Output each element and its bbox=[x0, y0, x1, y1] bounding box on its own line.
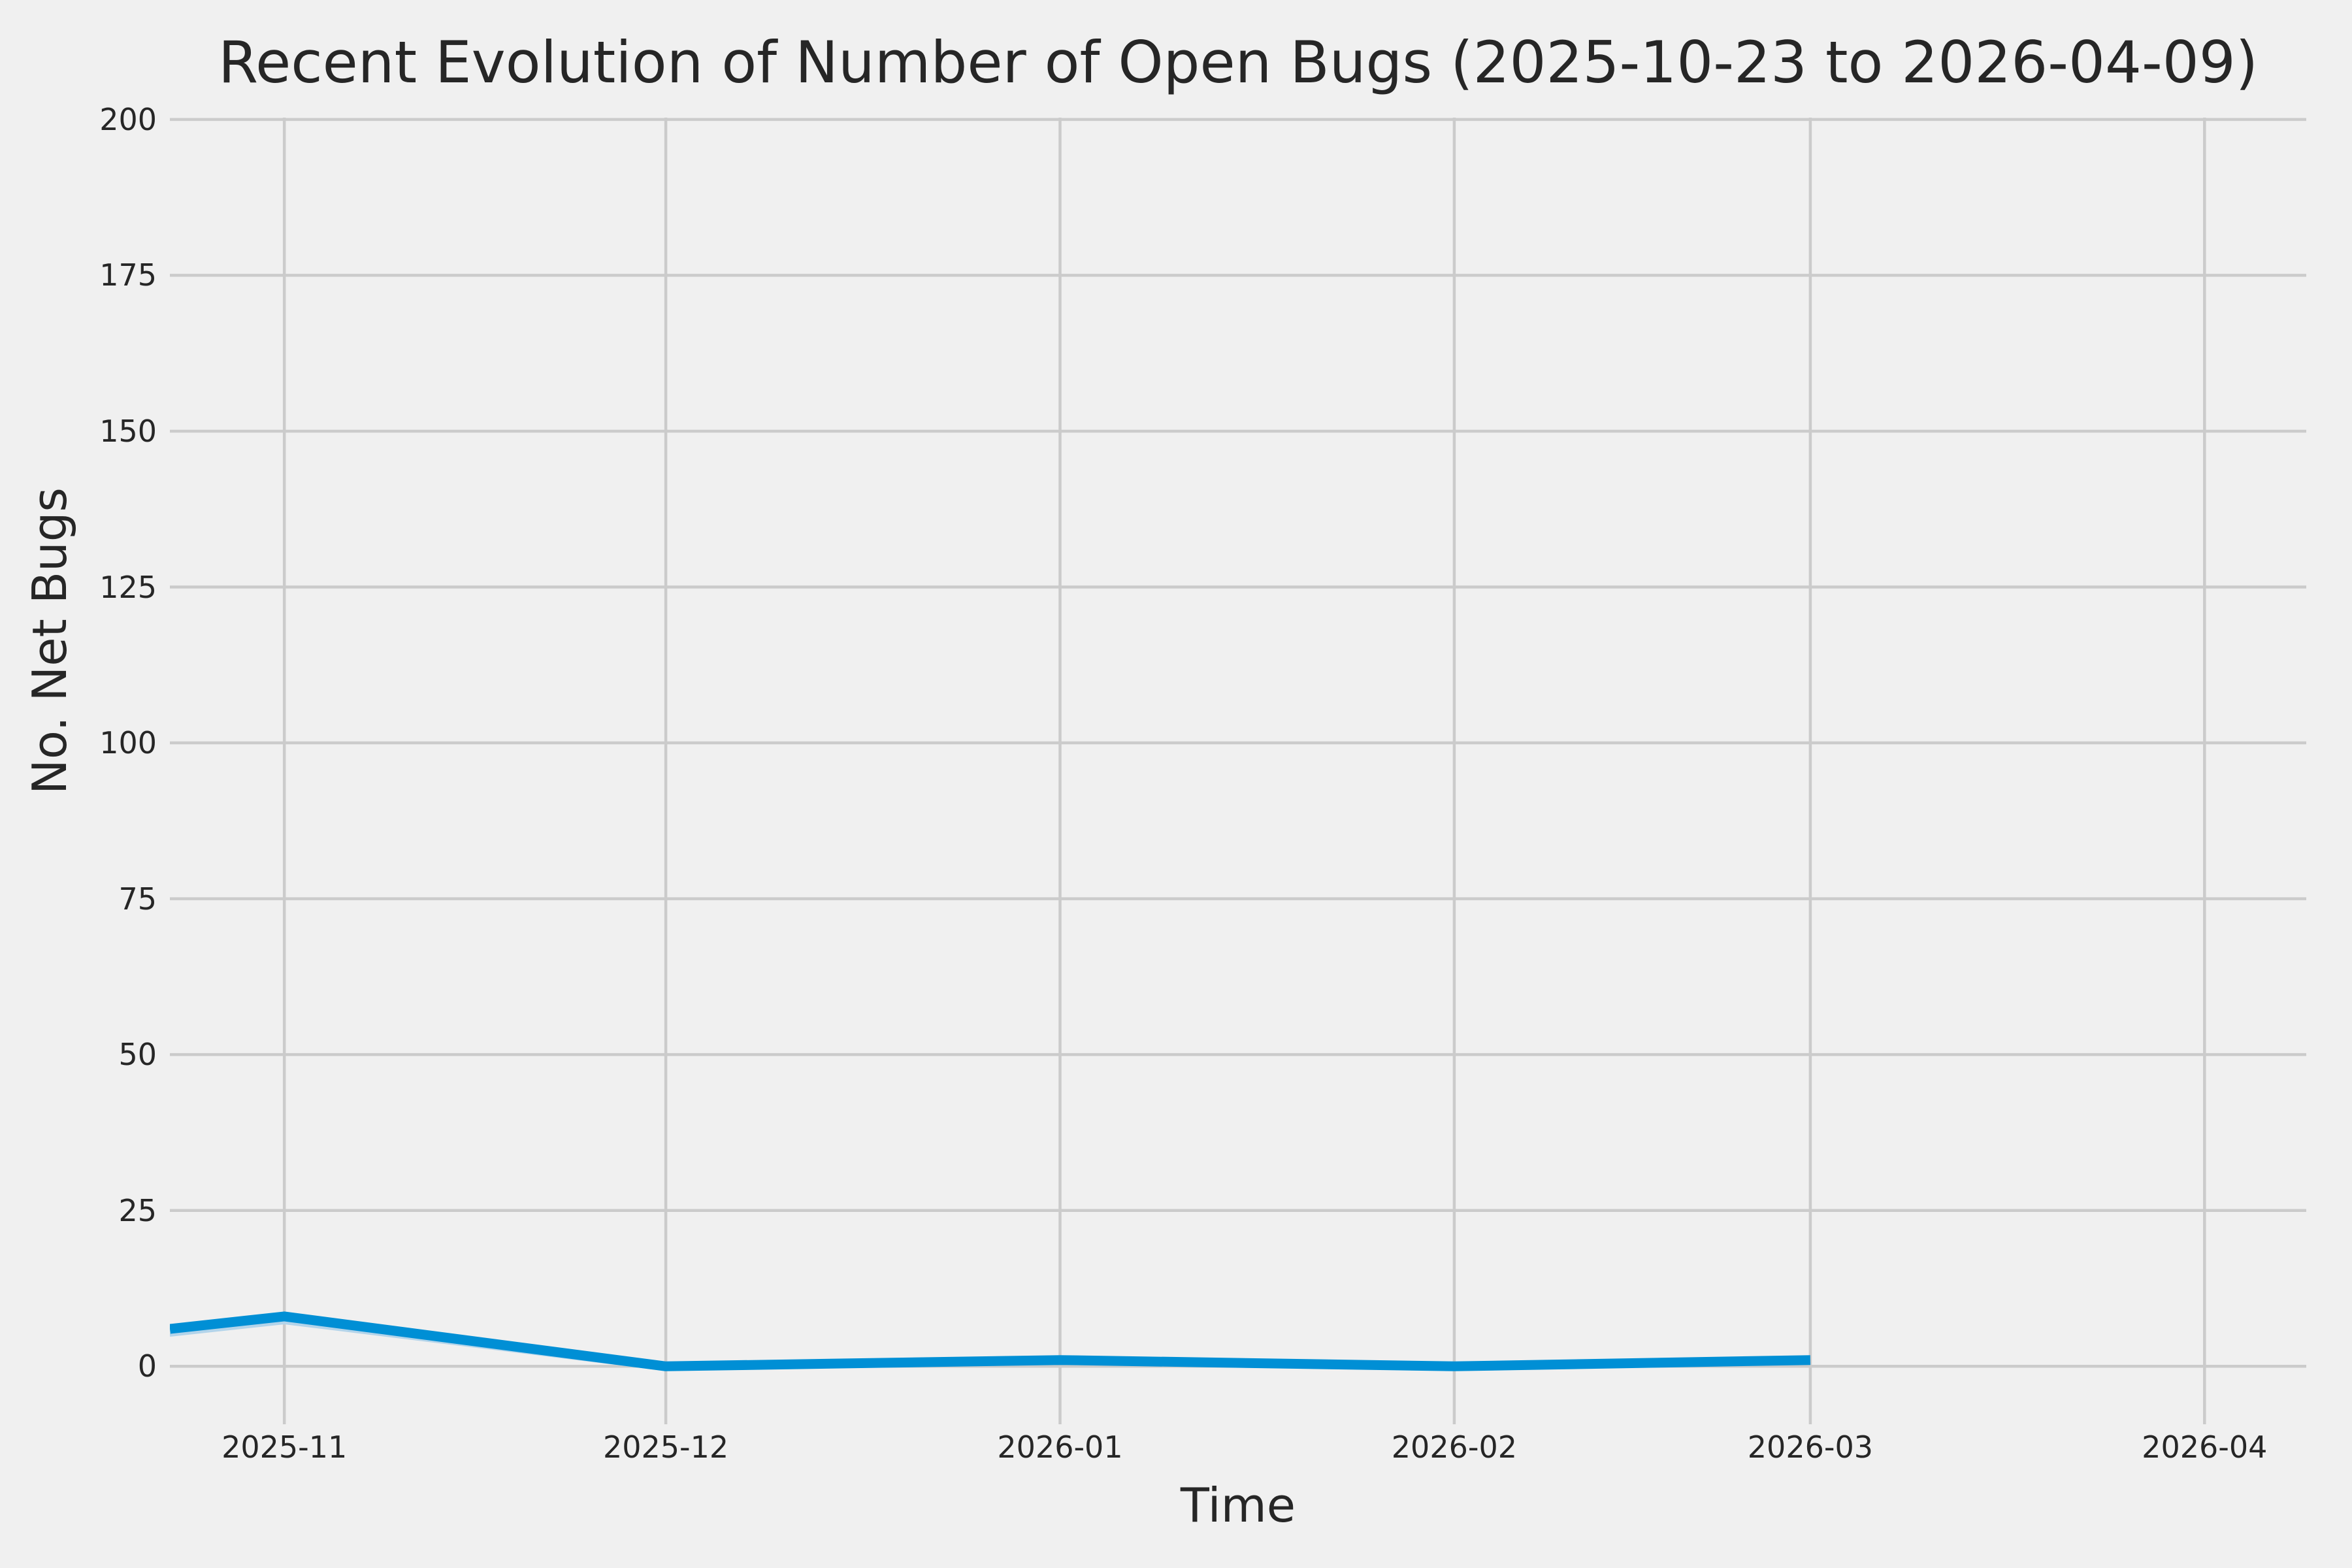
y-tick-label-200: 200 bbox=[99, 101, 157, 137]
plot-area bbox=[170, 118, 2306, 1424]
x-tick-label-2025-12: 2025-12 bbox=[602, 1429, 729, 1465]
y-tick-label-75: 75 bbox=[118, 881, 157, 917]
y-tick-label-175: 175 bbox=[99, 257, 157, 293]
x-axis-label: Time bbox=[1180, 1478, 1296, 1533]
y-tick-label-25: 25 bbox=[118, 1192, 157, 1228]
chart-title: Recent Evolution of Number of Open Bugs … bbox=[218, 29, 2259, 96]
series-line-net-bugs bbox=[170, 1311, 1811, 1371]
y-tick-label-100: 100 bbox=[99, 725, 157, 761]
y-tick-label-125: 125 bbox=[99, 569, 157, 605]
x-tick-label-2025-11: 2025-11 bbox=[221, 1429, 348, 1465]
y-tick-label-150: 150 bbox=[99, 413, 157, 449]
y-tick-label-0: 0 bbox=[137, 1348, 157, 1384]
x-tick-label-2026-03: 2026-03 bbox=[1747, 1429, 1873, 1465]
x-tick-label-2026-02: 2026-02 bbox=[1391, 1429, 1517, 1465]
chart-canvas bbox=[170, 118, 2306, 1424]
x-tick-label-2026-01: 2026-01 bbox=[997, 1429, 1123, 1465]
x-tick-label-2026-04: 2026-04 bbox=[2142, 1429, 2268, 1465]
y-tick-label-50: 50 bbox=[118, 1037, 157, 1073]
